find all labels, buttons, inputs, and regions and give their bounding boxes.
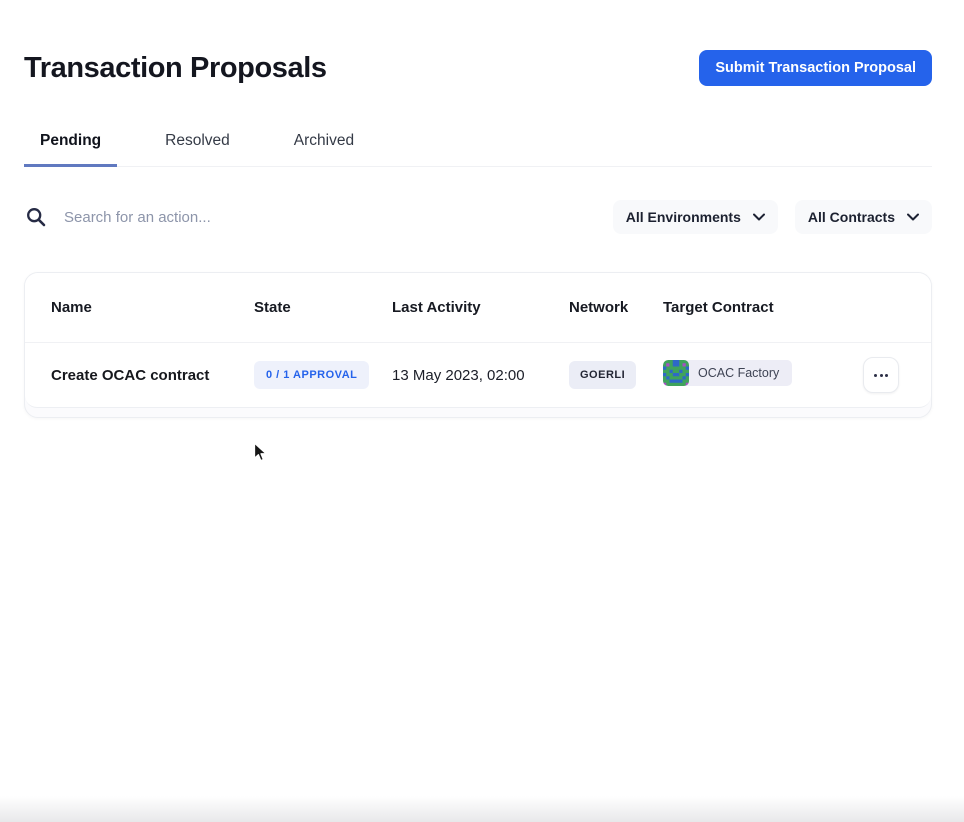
contracts-filter-label: All Contracts	[807, 209, 895, 225]
target-contract-chip[interactable]: OCAC Factory	[663, 360, 793, 386]
transaction-proposals-page: Transaction Proposals Submit Transaction…	[0, 50, 964, 418]
environments-filter-label: All Environments	[625, 209, 741, 225]
proposals-card: Name State Last Activity Network Target …	[24, 272, 932, 418]
search-input[interactable]	[64, 208, 613, 226]
target-contract-label: OCAC Factory	[698, 366, 780, 380]
tab-pending[interactable]: Pending	[24, 132, 118, 167]
last-activity-value: 13 May 2023, 02:00	[392, 366, 525, 384]
column-header-state: State	[254, 299, 291, 316]
network-badge: GOERLI	[569, 361, 637, 389]
tab-archived[interactable]: Archived	[278, 132, 370, 166]
chevron-down-icon	[907, 213, 919, 221]
filter-toolbar: All Environments All Contracts	[24, 197, 932, 237]
more-options-button[interactable]	[863, 357, 899, 393]
environments-filter-dropdown[interactable]: All Environments	[612, 200, 778, 234]
approval-status-badge: 0 / 1 APPROVAL	[254, 361, 370, 389]
submit-transaction-proposal-button[interactable]: Submit Transaction Proposal	[699, 50, 932, 86]
proposal-name: Create OCAC contract	[51, 366, 210, 384]
mouse-cursor-icon	[253, 442, 267, 462]
page-header: Transaction Proposals Submit Transaction…	[24, 50, 932, 86]
column-header-name: Name	[51, 299, 92, 316]
tab-bar: Pending Resolved Archived	[24, 132, 932, 167]
column-header-last-activity: Last Activity	[392, 299, 481, 316]
search-icon	[27, 208, 46, 227]
page-title: Transaction Proposals	[24, 51, 327, 84]
contract-avatar-icon	[663, 360, 689, 386]
ellipsis-icon	[874, 373, 877, 377]
bottom-fade	[0, 796, 964, 822]
table-header-row: Name State Last Activity Network Target …	[25, 273, 931, 343]
search-box	[24, 207, 613, 227]
column-header-network: Network	[569, 299, 629, 316]
tab-resolved[interactable]: Resolved	[149, 132, 246, 166]
column-header-target-contract: Target Contract	[663, 299, 774, 316]
proposals-table: Name State Last Activity Network Target …	[25, 273, 931, 408]
contracts-filter-dropdown[interactable]: All Contracts	[794, 200, 932, 234]
proposal-table-row[interactable]: Create OCAC contract 0 / 1 APPROVAL 13 M…	[25, 343, 931, 407]
filters-group: All Environments All Contracts	[612, 200, 932, 234]
chevron-down-icon	[752, 213, 765, 221]
